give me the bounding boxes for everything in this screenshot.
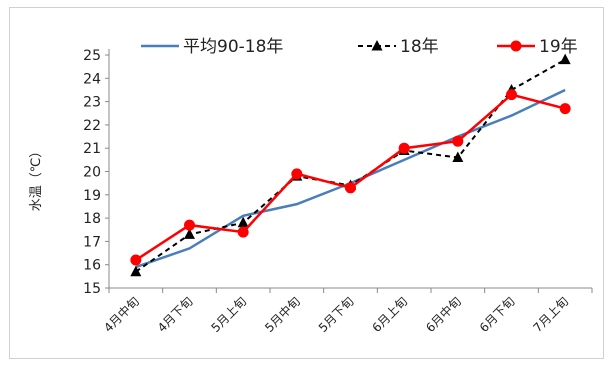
y-tick-label-6: 21 [83, 141, 101, 157]
series-2-point-0 [130, 254, 142, 266]
series-1-point-0 [130, 265, 142, 277]
y-tick-label-8: 23 [83, 95, 101, 111]
x-tick-label-6: 6月中旬 [422, 294, 463, 335]
x-tick-label-3: 5月中旬 [261, 294, 302, 335]
line-chart: 水温（℃） 15 16 17 18 19 20 21 22 23 24 25 4月中旬 4月下旬 5月上… [29, 37, 593, 335]
series-1-point-2 [237, 216, 249, 228]
y-tick-label-1: 16 [83, 258, 101, 274]
x-tick-label-1: 4月下旬 [155, 294, 196, 335]
series-1-point-6 [452, 151, 464, 163]
x-tick-label-8: 7月上旬 [531, 294, 572, 335]
legend-label-0: 平均90-18年 [183, 37, 283, 57]
series-2-point-3 [291, 168, 303, 180]
y-tick-label-5: 20 [83, 165, 101, 181]
series-2-point-4 [345, 182, 356, 194]
series-1-point-1 [184, 228, 195, 239]
x-tick-label-2: 5月上旬 [209, 294, 250, 335]
series-2-point-8 [559, 103, 571, 115]
legend-marker-1 [371, 40, 383, 51]
y-tick-label-7: 22 [83, 118, 101, 134]
series-line-0 [135, 88, 566, 269]
series-line-1 [135, 58, 566, 273]
y-axis-label: 水温（℃） [29, 145, 44, 212]
y-tick-label-9: 24 [83, 71, 101, 87]
y-tick-label-2: 17 [83, 234, 101, 250]
x-tick-label-0: 4月中旬 [100, 294, 141, 335]
y-tick-label-3: 18 [83, 211, 101, 227]
x-tick-label-5: 6月上旬 [370, 294, 411, 335]
y-tick-label-4: 19 [83, 188, 101, 204]
series-2-point-6 [452, 135, 464, 147]
x-tick-labels: 4月中旬 4月下旬 5月上旬 5月中旬 5月下旬 6月上旬 6月中旬 6月下旬 7月上旬 [100, 294, 571, 335]
y-tick-labels: 15 16 17 18 19 20 21 22 23 24 25 [83, 48, 101, 297]
x-tick-label-7: 6月下旬 [477, 294, 518, 335]
legend-label-2: 19年 [539, 37, 578, 57]
series-2-point-1 [184, 219, 195, 231]
series-2-point-2 [237, 226, 249, 238]
legend-label-1: 18年 [400, 37, 439, 57]
chart-frame: 水温（℃） 15 16 17 18 19 20 21 22 23 24 25 4月中旬 4月下旬 5月上… [9, 7, 604, 359]
axes [105, 49, 593, 293]
series-1-point-8 [559, 53, 571, 65]
x-tick-label-4: 5月下旬 [316, 294, 357, 335]
series-2-point-5 [398, 142, 410, 154]
series-2-point-7 [506, 89, 517, 101]
y-tick-label-0: 15 [83, 281, 101, 297]
legend-marker-2 [510, 40, 522, 52]
legend: 平均90-18年 18年 19年 [141, 37, 578, 57]
y-tick-label-10: 25 [83, 48, 101, 64]
series-group [130, 53, 571, 277]
